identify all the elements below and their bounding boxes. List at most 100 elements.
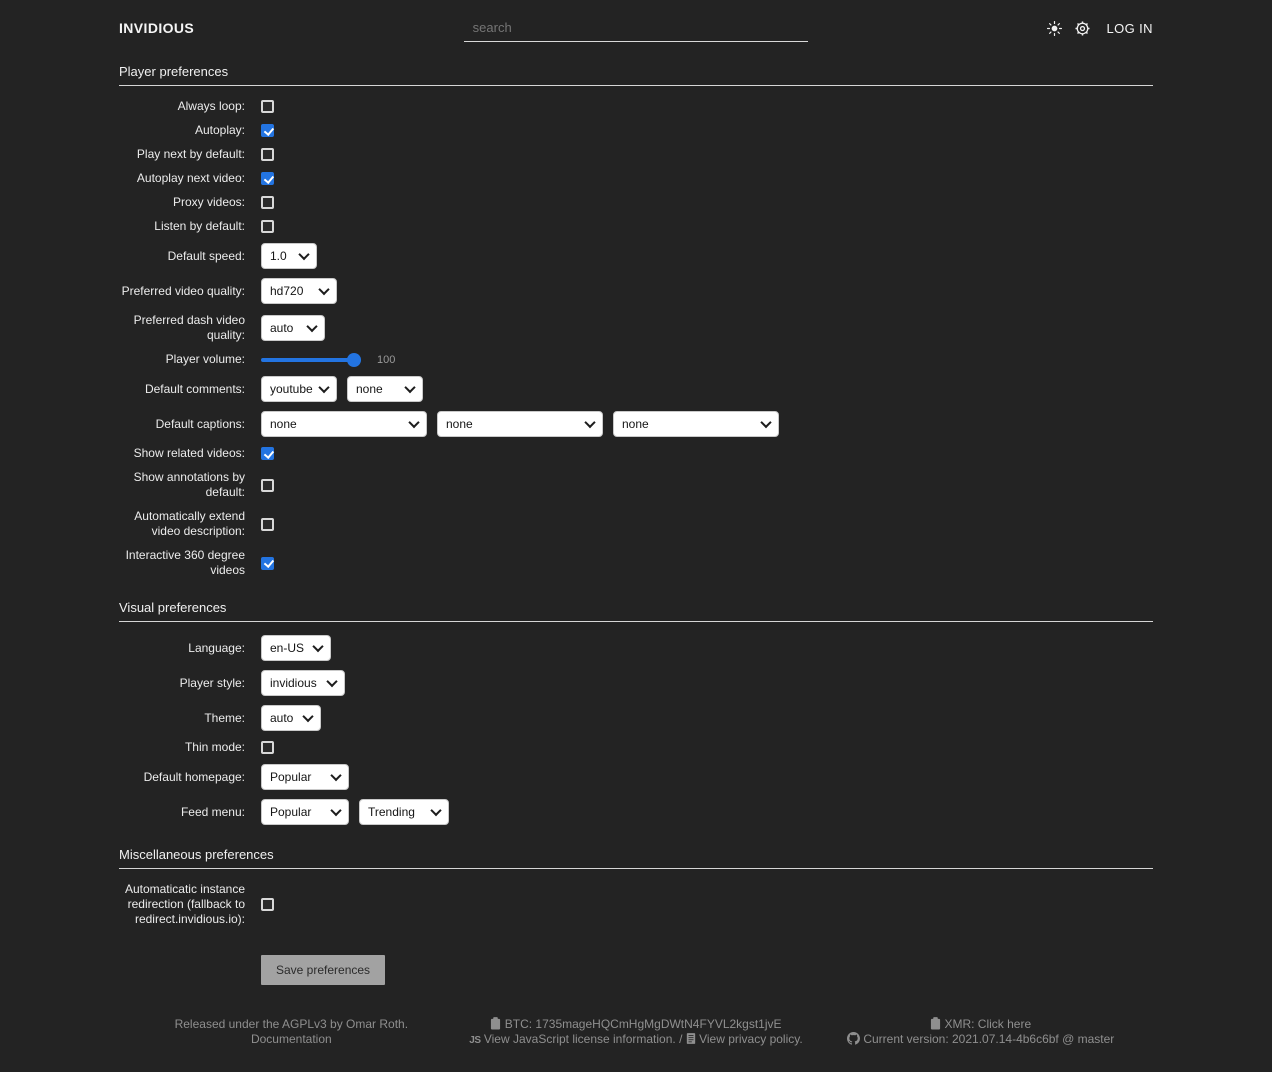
extend-video-description-label: Automatically extend video description: (134, 509, 245, 538)
pref-row-default-comments: Default comments: youtube none (119, 376, 1153, 402)
show-related-videos-checkbox[interactable] (261, 447, 274, 460)
player-style-select-1[interactable]: invidious (261, 670, 345, 696)
save-preferences-button[interactable]: Save preferences (261, 955, 386, 985)
pref-row-theme: Theme: auto (119, 705, 1153, 731)
pref-row-always-loop: Always loop: (119, 99, 1153, 114)
preferred-video-quality-select-wrap: hd720 (261, 278, 337, 304)
show-annotations-by-default-checkbox[interactable] (261, 478, 274, 492)
feed-menu-select-1[interactable]: Popular (261, 799, 349, 825)
always-loop-checkbox[interactable] (261, 100, 274, 113)
documentation-link[interactable]: Documentation (250, 1032, 332, 1046)
default-captions-select-3[interactable]: none (613, 411, 779, 437)
pref-row-listen-by-default: Listen by default: (119, 219, 1153, 234)
language-label: Language: (188, 640, 245, 655)
player-volume-slider[interactable] (261, 357, 361, 362)
github-icon (846, 1032, 860, 1046)
footer-donate-column: BTC: 1735mageHQCmHgMgDWtN4FYVL2kgst1jvE … (464, 1017, 809, 1048)
section-player-preferences: Player preferences Always loop: Autoplay: P… (119, 64, 1153, 578)
default-homepage-label: Default homepage: (143, 769, 245, 784)
feed-menu-select-wrap: Trending (359, 799, 449, 825)
show-related-videos-label: Show related videos: (133, 446, 245, 460)
preferred-video-quality-select-1[interactable]: hd720 (261, 278, 337, 304)
footer-license-column: Released under the AGPLv3 by Omar Roth. … (119, 1017, 464, 1048)
login-link[interactable]: LOG IN (1106, 20, 1153, 36)
show-annotations-by-default-label: Show annotations by default: (133, 470, 245, 499)
footer-xmr-line: XMR: Click here (808, 1017, 1153, 1032)
pref-row-default-homepage: Default homepage: Popular (119, 764, 1153, 790)
footer-separator: / (679, 1032, 683, 1046)
proxy-videos-label: Proxy videos: (172, 195, 245, 209)
default-comments-select-2[interactable]: none (347, 376, 423, 402)
default-captions-select-1[interactable]: none (261, 411, 427, 437)
clipboard-icon[interactable] (930, 1017, 941, 1031)
search-input[interactable] (463, 14, 809, 42)
navbar-right: LOG IN (808, 20, 1153, 36)
play-next-by-default-checkbox[interactable] (261, 148, 274, 161)
sun-icon[interactable] (1046, 20, 1062, 36)
default-speed-label: Default speed: (167, 248, 245, 263)
thin-mode-label: Thin mode: (184, 740, 245, 754)
document-icon (686, 1032, 696, 1046)
always-loop-label: Always loop: (177, 99, 245, 113)
invidious-logo[interactable]: INVIDIOUS (119, 20, 195, 36)
default-speed-select-1[interactable]: 1.0 (261, 243, 317, 269)
pref-row-extend-video-description: Automatically extend video description: (119, 509, 1153, 539)
pref-row-interactive-360-videos: Interactive 360 degree videos (119, 548, 1153, 578)
pref-row-autoplay-next-video: Autoplay next video: (119, 171, 1153, 186)
default-comments-select-1[interactable]: youtube (261, 376, 337, 402)
pref-row-default-captions: Default captions: none none none (119, 411, 1153, 437)
extend-video-description-checkbox[interactable] (261, 517, 274, 531)
pref-row-feed-menu: Feed menu: Popular Trending (119, 799, 1153, 825)
interactive-360-videos-checkbox[interactable] (261, 556, 274, 570)
theme-select-wrap: auto (261, 705, 321, 731)
default-captions-select-wrap: none (261, 411, 427, 437)
autoplay-next-video-checkbox[interactable] (261, 172, 274, 185)
default-comments-select-wrap: youtube (261, 376, 337, 402)
js-license-link[interactable]: View JavaScript license information. (483, 1032, 676, 1046)
version-link[interactable]: Current version: 2021.07.14-4b6c6bf @ ma… (863, 1032, 1115, 1046)
listen-by-default-checkbox[interactable] (261, 220, 274, 233)
default-captions-select-2[interactable]: none (437, 411, 603, 437)
pref-row-player-volume: Player volume: 100 (119, 352, 1153, 367)
footer-version-column: XMR: Click here Current version: 2021.07… (808, 1017, 1153, 1048)
player-volume-label: Player volume: (165, 352, 245, 366)
footer-released-text: Released under the AGPLv3 by Omar Roth. (174, 1017, 409, 1031)
preferred-dash-video-quality-label: Preferred dash video quality: (133, 313, 245, 342)
xmr-link[interactable]: XMR: Click here (944, 1017, 1032, 1031)
feed-menu-select-2[interactable]: Trending (359, 799, 449, 825)
preferred-dash-video-quality-select-1[interactable]: auto (261, 315, 325, 341)
default-comments-label: Default comments: (144, 381, 245, 396)
autoplay-checkbox[interactable] (261, 124, 274, 137)
default-homepage-select-1[interactable]: Popular (261, 764, 349, 790)
default-comments-select-wrap: none (347, 376, 423, 402)
footer-btc-line: BTC: 1735mageHQCmHgMgDWtN4FYVL2kgst1jvE (464, 1017, 809, 1032)
pref-row-play-next-by-default: Play next by default: (119, 147, 1153, 162)
section-visual-preferences: Visual preferences Language: en-US Player s… (119, 600, 1153, 825)
thin-mode-checkbox[interactable] (261, 741, 274, 754)
default-captions-label: Default captions: (155, 416, 245, 431)
privacy-policy-link[interactable]: View privacy policy. (699, 1032, 803, 1046)
pref-row-preferred-video-quality: Preferred video quality: hd720 (119, 278, 1153, 304)
autoplay-next-video-label: Autoplay next video: (136, 171, 245, 185)
btc-address[interactable]: BTC: 1735mageHQCmHgMgDWtN4FYVL2kgst1jvE (504, 1017, 782, 1031)
section-title: Visual preferences (119, 600, 1153, 622)
pref-row-preferred-dash-video-quality: Preferred dash video quality: auto (119, 313, 1153, 343)
gear-icon[interactable] (1074, 20, 1090, 36)
page-footer: Released under the AGPLv3 by Omar Roth. … (119, 1017, 1153, 1072)
theme-label: Theme: (204, 710, 245, 725)
proxy-videos-checkbox[interactable] (261, 196, 274, 209)
language-select-1[interactable]: en-US (261, 635, 331, 661)
js-icon: JS (469, 1035, 481, 1046)
section-title: Player preferences (119, 64, 1153, 86)
theme-select-1[interactable]: auto (261, 705, 321, 731)
default-homepage-select-wrap: Popular (261, 764, 349, 790)
default-captions-select-wrap: none (437, 411, 603, 437)
navbar-center (463, 14, 809, 42)
section-title: Miscellaneous preferences (119, 847, 1153, 869)
default-captions-select-wrap: none (613, 411, 779, 437)
clipboard-icon[interactable] (490, 1017, 501, 1031)
automatic-instance-redirection-checkbox[interactable] (261, 898, 274, 911)
pref-row-proxy-videos: Proxy videos: (119, 195, 1153, 210)
listen-by-default-label: Listen by default: (154, 219, 245, 233)
